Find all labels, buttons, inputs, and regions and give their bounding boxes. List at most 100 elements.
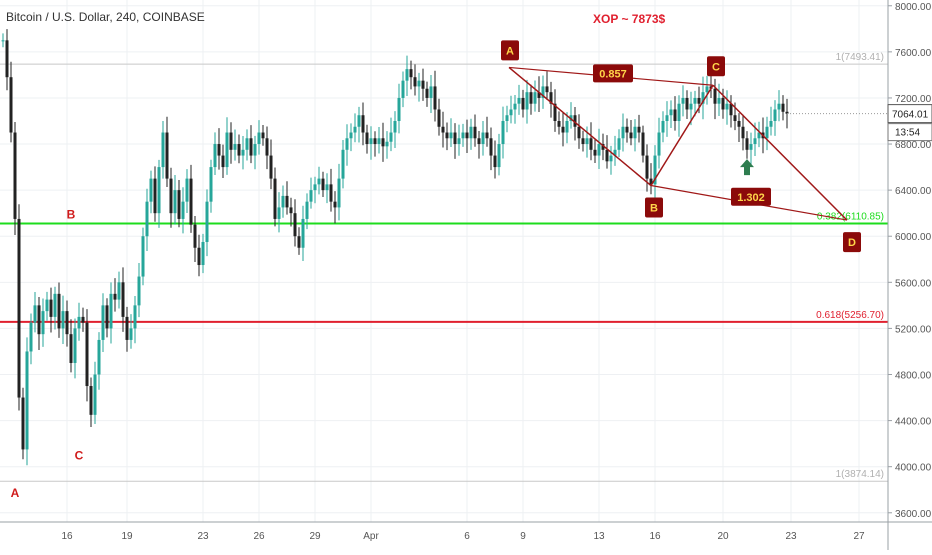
candle-body (365, 132, 369, 145)
candle-body (689, 103, 693, 110)
candle-body (557, 120, 561, 127)
candle-body (545, 86, 549, 93)
ratio-ac-box (593, 64, 633, 83)
candle-body (165, 132, 169, 179)
candle-body (421, 80, 425, 89)
candle-body (233, 144, 237, 150)
candle-body (317, 178, 321, 185)
candle-body (113, 293, 117, 300)
candle-body (473, 126, 477, 139)
x-tick-label: 19 (121, 531, 133, 542)
candle-body (517, 97, 521, 104)
candle-body (649, 178, 653, 185)
candle-body (357, 115, 361, 127)
candle-body (785, 111, 789, 114)
candle-body (273, 178, 277, 219)
y-tick-label: 8000.00 (895, 2, 932, 13)
countdown-label: 13:54 (895, 128, 920, 139)
candle-body (137, 276, 141, 306)
left-point-label: B (67, 208, 76, 222)
candle-body (409, 69, 413, 78)
candle-body (525, 92, 529, 110)
candle-body (141, 236, 145, 277)
x-tick-label: 23 (785, 531, 797, 542)
candle-body (773, 109, 777, 121)
x-tick-label: 9 (520, 531, 526, 542)
candle-body (721, 97, 725, 110)
candle-body (605, 149, 609, 162)
xop-annotation: XOP ~ 7873$ (593, 12, 665, 26)
candle-body (541, 86, 545, 98)
ratio-bd-box (731, 187, 771, 206)
x-tick-label: Apr (363, 531, 379, 542)
y-tick-label: 4000.00 (895, 463, 932, 474)
fib-label: 0.382(6110.85) (817, 211, 884, 222)
candle-body (133, 305, 137, 329)
candle-body (309, 190, 313, 202)
candle-body (469, 126, 473, 139)
fib-label: 1(7493.41) (836, 52, 884, 63)
candle-body (313, 184, 317, 191)
candle-body (341, 149, 345, 179)
candle-body (329, 184, 333, 202)
candle-body (513, 103, 517, 110)
candle-body (553, 103, 557, 121)
candle-body (645, 155, 649, 179)
candle-body (225, 132, 229, 168)
y-tick-label: 5600.00 (895, 278, 932, 289)
candle-body (529, 92, 533, 104)
candle-body (497, 144, 501, 168)
chart-title: Bitcoin / U.S. Dollar, 240, COINBASE (6, 10, 205, 24)
candle-body (441, 126, 445, 133)
candle-body (781, 103, 785, 112)
candle-body (293, 213, 297, 237)
candle-body (61, 311, 65, 329)
candle-body (17, 218, 21, 398)
candle-body (405, 69, 409, 81)
candle-body (145, 201, 149, 237)
candle-body (493, 155, 497, 168)
candle-body (73, 328, 77, 363)
candle-body (369, 138, 373, 145)
candle-body (661, 120, 665, 133)
candle-body (437, 109, 441, 127)
candle-body (677, 103, 681, 121)
candle-body (397, 97, 401, 121)
candle-body (1, 40, 5, 42)
candle-body (521, 97, 525, 110)
candle-body (737, 120, 741, 127)
candle-body (201, 241, 205, 266)
candle-body (697, 97, 701, 104)
candle-body (117, 282, 121, 300)
candle-body (297, 236, 301, 248)
candle-body (173, 190, 177, 214)
candle-body (337, 178, 341, 208)
candle-body (353, 126, 357, 133)
candle-body (725, 103, 729, 110)
candle-body (561, 126, 565, 133)
candle-body (177, 190, 181, 219)
candle-body (185, 178, 189, 202)
candle-body (29, 322, 33, 352)
x-tick-label: 26 (253, 531, 265, 542)
candle-body (765, 126, 769, 139)
candle-body (249, 138, 253, 156)
candle-body (621, 126, 625, 139)
candle-body (617, 138, 621, 150)
candle-body (625, 126, 629, 133)
leg-ab (508, 66, 652, 187)
point-d-box (843, 232, 861, 253)
candle-body (581, 138, 585, 145)
candle-body (261, 132, 265, 139)
last-price-box (887, 104, 932, 124)
candle-body (769, 120, 773, 127)
candle-body (205, 201, 209, 242)
candle-body (613, 149, 617, 156)
candle-body (681, 97, 685, 104)
point-a-box (501, 40, 519, 61)
candle-body (733, 115, 737, 121)
candle-body (9, 77, 13, 133)
x-tick-label: 16 (61, 531, 73, 542)
